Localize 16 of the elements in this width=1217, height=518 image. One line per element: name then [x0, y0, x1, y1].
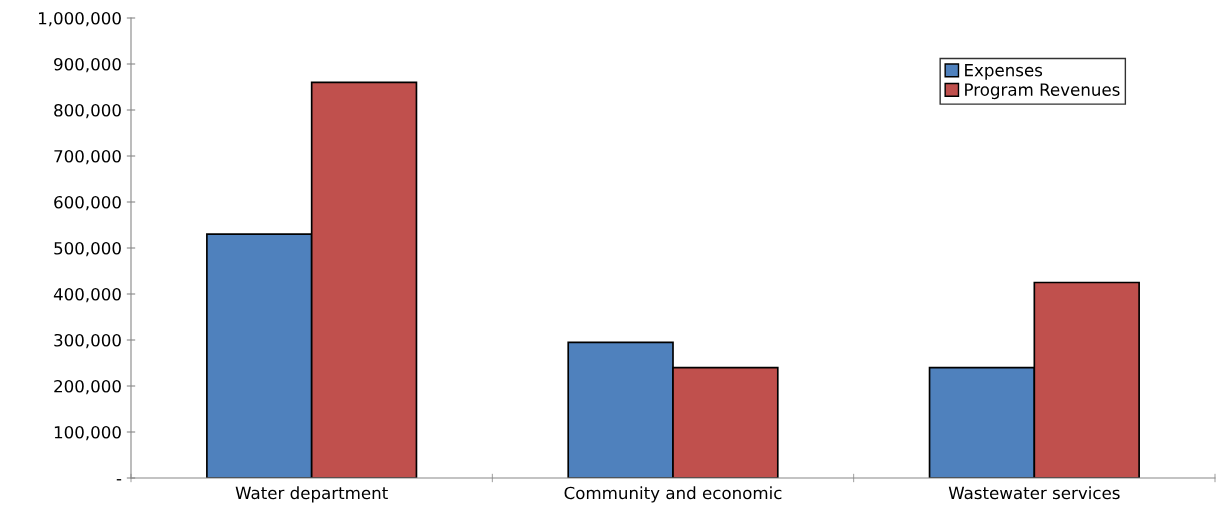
- y-tick-label: 300,000: [54, 333, 121, 349]
- y-tick-label: 500,000: [54, 241, 121, 257]
- legend-label: Program Revenues: [965, 83, 1120, 100]
- y-tick-label: -: [116, 479, 122, 481]
- y-tick-label: 100,000: [54, 425, 121, 441]
- y-tick-label: 1,000,000: [38, 11, 121, 27]
- y-tick-label: 400,000: [53, 287, 121, 303]
- legend-label: Expenses: [965, 64, 1043, 80]
- x-tick-label: Community and economic: [564, 486, 782, 503]
- y-tick-label: 700,000: [54, 149, 121, 165]
- y-tick-label: 200,000: [54, 379, 121, 395]
- y-tick-label: 800,000: [54, 103, 121, 119]
- x-tick-label: Water department: [235, 486, 388, 503]
- y-tick-label: 600,000: [54, 195, 121, 211]
- y-tick-label: 900,000: [54, 57, 121, 73]
- x-tick-label: Wastewater services: [948, 486, 1120, 500]
